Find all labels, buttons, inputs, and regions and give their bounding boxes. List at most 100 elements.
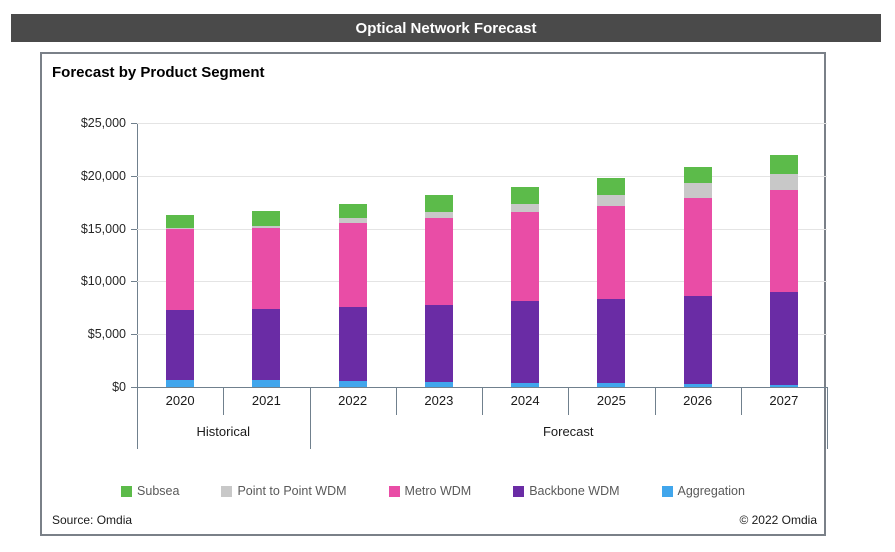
bar-segment-metro-wdm [166,228,195,310]
bar-segment-metro-wdm [683,198,712,297]
bar-segment-backbone-wdm [683,296,712,384]
y-axis-tick [131,175,137,177]
legend-swatch-point-to-point-wdm [221,485,233,497]
bar-segment-aggregation [511,382,540,387]
legend-swatch-backbone-wdm [513,485,525,497]
bar-segment-point-to-point-wdm [424,212,453,219]
year-label-2027: 2027 [769,393,799,408]
bar-segment-point-to-point-wdm [597,194,626,206]
y-axis-tick [131,334,137,336]
legend-item-subsea: Subsea [121,484,179,498]
bar-segment-aggregation [683,383,712,387]
y-axis-label: $10,000 [80,274,126,289]
bar-2026 [683,167,712,387]
bar-segment-backbone-wdm [338,306,367,381]
bar-segment-metro-wdm [597,205,626,299]
legend-item-metro-wdm: Metro WDM [388,484,472,498]
legend-swatch-subsea [121,485,133,497]
y-axis-line [137,123,138,449]
legend-label: Metro WDM [404,484,472,498]
plot-area [137,123,827,387]
legend-item-aggregation: Aggregation [661,484,745,498]
year-label-2025: 2025 [596,393,626,408]
bar-segment-aggregation [769,384,798,387]
y-axis-tick [131,228,137,230]
y-axis-label: $25,000 [80,116,126,130]
bar-segment-backbone-wdm [769,291,798,385]
year-label-2022: 2022 [338,393,368,408]
category-tick [223,387,225,415]
y-axis-tick [131,281,137,283]
bar-segment-point-to-point-wdm [511,204,540,213]
bar-segment-point-to-point-wdm [683,183,712,198]
group-label-forecast: Forecast [542,424,594,439]
bar-segment-backbone-wdm [252,308,281,380]
category-tick [654,387,656,415]
bar-segment-point-to-point-wdm [166,227,195,229]
bar-segment-metro-wdm [338,223,367,307]
group-divider [309,387,311,449]
category-tick [568,387,570,415]
report-title-bar: Optical Network Forecast [11,14,881,42]
year-label-2024: 2024 [510,393,540,408]
bar-segment-point-to-point-wdm [252,225,281,229]
category-tick [395,387,397,415]
bar-2020 [166,214,195,387]
bar-2021 [252,211,281,387]
y-axis-tick [131,387,137,388]
bar-segment-subsea [597,177,626,195]
bar-segment-subsea [511,187,540,205]
bar-2027 [769,155,798,387]
bar-segment-aggregation [166,379,195,387]
year-label-2020: 2020 [165,393,195,408]
bar-segment-subsea [338,204,367,219]
y-axis-label: $5,000 [87,327,126,342]
chart-title: Forecast by Product Segment [52,64,265,81]
gridline [137,281,827,283]
legend-label: Aggregation [677,484,745,498]
bar-segment-subsea [166,214,195,228]
bar-segment-metro-wdm [769,190,798,292]
legend-item-point-to-point-wdm: Point to Point WDM [221,484,347,498]
chart-panel: Forecast by Product Segment Subsea Point … [40,52,828,536]
bar-segment-subsea [424,195,453,213]
bar-segment-backbone-wdm [166,309,195,380]
legend-swatch-metro-wdm [388,485,400,497]
bar-segment-aggregation [597,383,626,387]
y-axis-label: $20,000 [80,168,126,183]
category-tick [740,387,742,415]
bar-segment-aggregation [252,379,281,387]
bar-segment-subsea [769,155,798,174]
bar-segment-backbone-wdm [511,301,540,383]
category-tick [482,387,483,415]
y-axis-tick [131,123,137,124]
year-label-2026: 2026 [683,393,713,408]
bar-2025 [597,177,626,387]
bar-2023 [424,195,453,387]
legend-swatch-aggregation [661,485,673,497]
group-divider [827,387,828,449]
bar-segment-point-to-point-wdm [769,173,798,191]
legend: Subsea Point to Point WDM Metro WDM Backbon… [42,484,824,498]
bar-segment-metro-wdm [511,212,540,302]
report-title: Optical Network Forecast [355,19,537,37]
group-label-historical: Historical [196,424,250,439]
legend-label: Point to Point WDM [237,484,347,498]
bar-segment-backbone-wdm [424,304,453,382]
year-label-2023: 2023 [424,393,454,408]
bar-2022 [338,204,367,387]
gridline [137,228,827,230]
bar-segment-subsea [683,167,712,184]
bar-segment-backbone-wdm [597,298,626,384]
y-axis-label: $0 [112,380,126,394]
gridline [137,334,827,336]
gridline [137,175,827,177]
copyright-note: © 2022 Omdia [739,513,817,527]
bar-segment-metro-wdm [252,228,281,309]
legend-label: Backbone WDM [529,484,620,498]
bar-segment-metro-wdm [424,218,453,305]
legend-label: Subsea [137,484,180,498]
bar-segment-aggregation [424,381,453,387]
source-note: Source: Omdia [52,513,133,527]
